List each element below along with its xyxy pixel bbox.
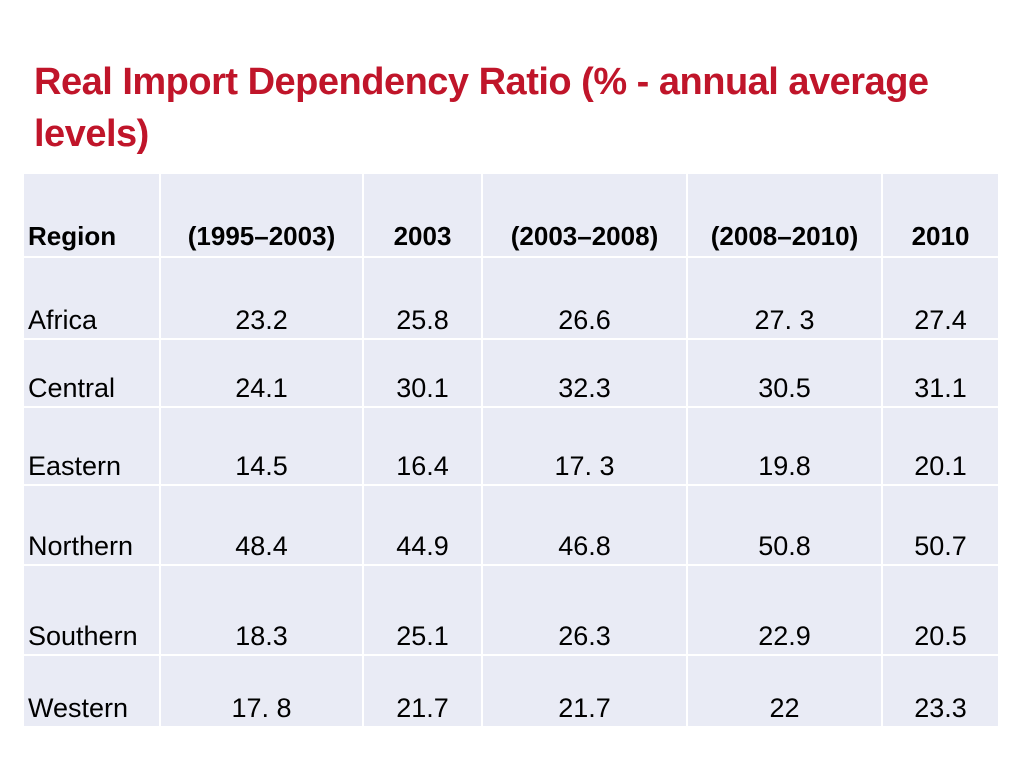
value-cell: 25.1 (362, 564, 483, 656)
value-cell: 20.1 (881, 406, 1000, 486)
table-row: Northern 48.4 44.9 46.8 50.8 50.7 (22, 484, 1000, 566)
value-cell: 26.6 (481, 256, 688, 340)
value-cell: 30.1 (362, 338, 483, 408)
region-cell: Central (22, 338, 161, 408)
value-cell: 17. 3 (481, 406, 688, 486)
region-cell: Africa (22, 256, 161, 340)
table-header-row: Region (1995–2003) 2003 (2003–2008) (200… (22, 172, 1000, 258)
value-cell: 18.3 (159, 564, 364, 656)
value-cell: 17. 8 (159, 654, 364, 728)
value-cell: 46.8 (481, 484, 688, 566)
import-dependency-table: Region (1995–2003) 2003 (2003–2008) (200… (22, 172, 1000, 728)
value-cell: 26.3 (481, 564, 688, 656)
region-cell: Southern (22, 564, 161, 656)
value-cell: 23.2 (159, 256, 364, 340)
value-cell: 19.8 (686, 406, 883, 486)
region-cell: Western (22, 654, 161, 728)
value-cell: 27.4 (881, 256, 1000, 340)
table-row: Central 24.1 30.1 32.3 30.5 31.1 (22, 338, 1000, 408)
header-2010: 2010 (881, 172, 1000, 258)
value-cell: 21.7 (481, 654, 688, 728)
value-cell: 20.5 (881, 564, 1000, 656)
region-cell: Eastern (22, 406, 161, 486)
header-2008-2010: (2008–2010) (686, 172, 883, 258)
table-row: Africa 23.2 25.8 26.6 27. 3 27.4 (22, 256, 1000, 340)
value-cell: 25.8 (362, 256, 483, 340)
header-1995-2003: (1995–2003) (159, 172, 364, 258)
value-cell: 50.7 (881, 484, 1000, 566)
table-row: Western 17. 8 21.7 21.7 22 23.3 (22, 654, 1000, 728)
value-cell: 24.1 (159, 338, 364, 408)
value-cell: 44.9 (362, 484, 483, 566)
value-cell: 27. 3 (686, 256, 883, 340)
table-row: Eastern 14.5 16.4 17. 3 19.8 20.1 (22, 406, 1000, 486)
value-cell: 50.8 (686, 484, 883, 566)
value-cell: 30.5 (686, 338, 883, 408)
value-cell: 48.4 (159, 484, 364, 566)
value-cell: 16.4 (362, 406, 483, 486)
header-region: Region (22, 172, 161, 258)
region-cell: Northern (22, 484, 161, 566)
value-cell: 23.3 (881, 654, 1000, 728)
table-row: Southern 18.3 25.1 26.3 22.9 20.5 (22, 564, 1000, 656)
header-2003-2008: (2003–2008) (481, 172, 688, 258)
value-cell: 22 (686, 654, 883, 728)
header-2003: 2003 (362, 172, 483, 258)
value-cell: 21.7 (362, 654, 483, 728)
value-cell: 32.3 (481, 338, 688, 408)
value-cell: 22.9 (686, 564, 883, 656)
slide-title: Real Import Dependency Ratio (% - annual… (34, 61, 929, 155)
value-cell: 14.5 (159, 406, 364, 486)
value-cell: 31.1 (881, 338, 1000, 408)
